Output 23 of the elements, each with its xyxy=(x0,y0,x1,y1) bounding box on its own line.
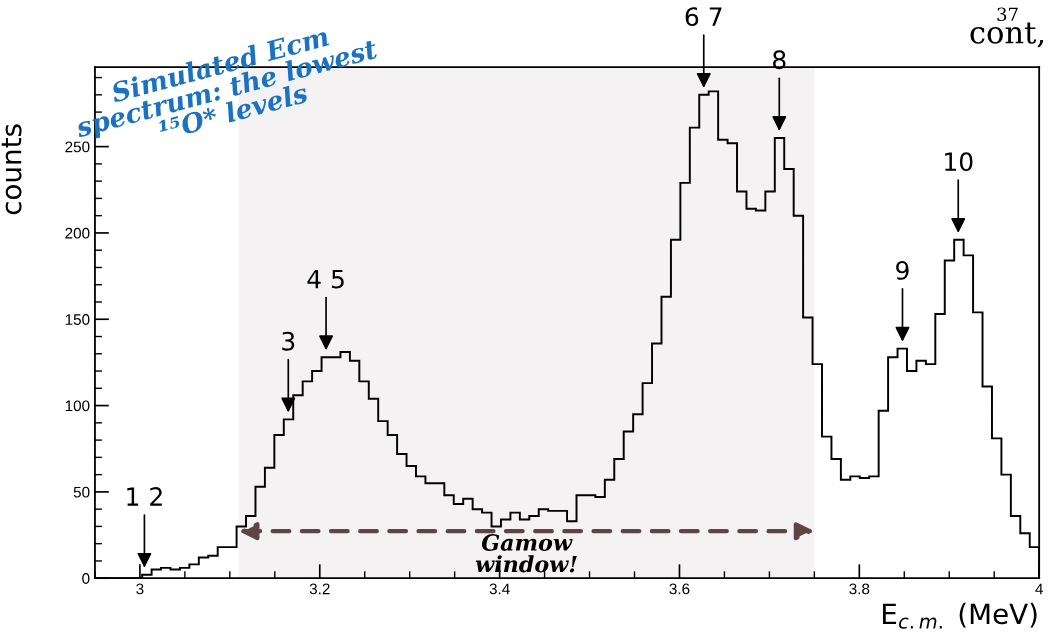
x-tick-label: 4 xyxy=(1035,583,1043,595)
x-tick-label: 3.2 xyxy=(309,583,330,595)
y-tick-label: 0 xyxy=(82,573,90,584)
y-tick-label: 150 xyxy=(65,314,90,325)
x-axis-title: E$_{c.m.}$ (MeV) xyxy=(883,602,1037,629)
annotation: 4 5 xyxy=(307,269,344,289)
x-tick-label: 3.8 xyxy=(849,583,870,595)
annotation: 6 7 xyxy=(685,7,722,27)
x-tick-label: 3 xyxy=(136,583,144,595)
annotation: 3 xyxy=(282,331,295,351)
y-tick-label: 250 xyxy=(65,141,90,153)
annotation: 9 xyxy=(896,260,909,280)
annotation: 1 2 xyxy=(127,487,162,506)
band-label: Gamow window! xyxy=(475,534,577,573)
y-tick-label: 50 xyxy=(73,486,90,498)
x-tick-label: 3.4 xyxy=(489,583,510,595)
text: 37 xyxy=(997,7,1018,22)
y-tick-label: 200 xyxy=(65,227,90,239)
text: cont, xyxy=(970,22,1044,48)
x-tick-label: 3.6 xyxy=(669,583,690,595)
y-axis-title: counts xyxy=(1,124,22,215)
annotation: 10 xyxy=(945,152,973,172)
y-tick-label: 100 xyxy=(65,400,90,412)
